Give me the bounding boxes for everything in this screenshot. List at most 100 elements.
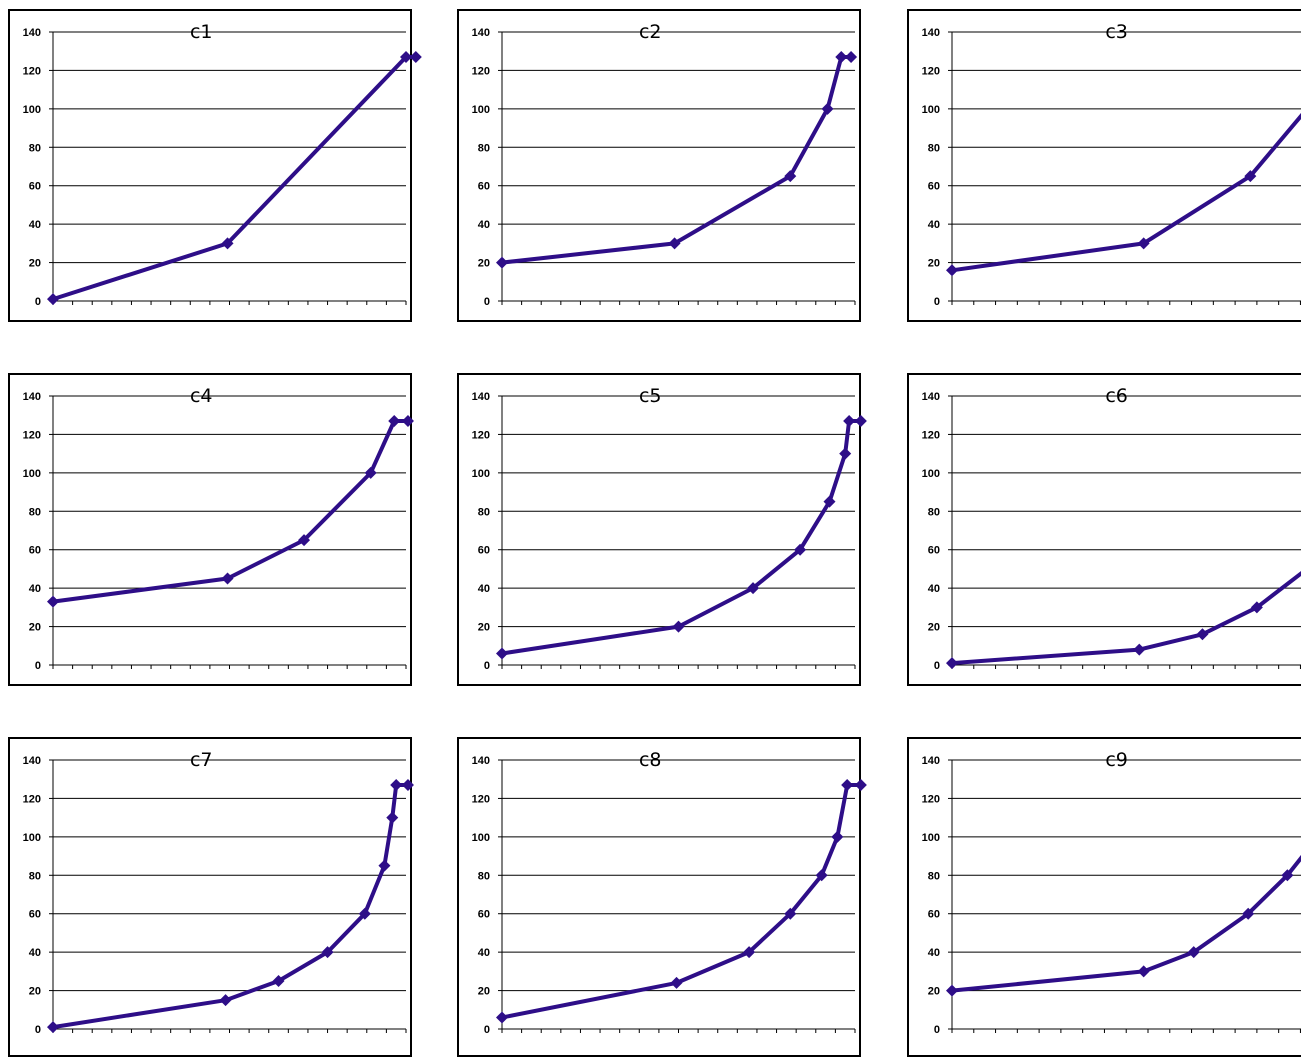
y-tick-label: 80	[928, 506, 940, 518]
data-point	[402, 779, 414, 791]
y-tick-label: 60	[29, 181, 41, 193]
y-tick-label: 60	[29, 545, 41, 557]
data-point	[388, 415, 400, 427]
y-tick-label: 20	[29, 986, 41, 998]
data-point	[410, 51, 422, 63]
chart-title: c2	[639, 21, 662, 43]
chart-title: c3	[1105, 21, 1128, 43]
data-point	[47, 293, 59, 305]
data-point	[946, 264, 958, 276]
data-point	[220, 994, 232, 1006]
chart-title: c8	[639, 749, 662, 771]
data-point	[671, 977, 683, 989]
data-point	[496, 647, 508, 659]
y-tick-label: 140	[23, 391, 41, 403]
y-tick-label: 140	[922, 27, 940, 39]
y-tick-label: 140	[23, 755, 41, 767]
y-tick-label: 0	[934, 1024, 940, 1036]
chart-title: c1	[190, 21, 213, 43]
y-tick-label: 120	[922, 65, 940, 77]
y-tick-label: 120	[472, 65, 490, 77]
y-tick-label: 100	[472, 832, 490, 844]
chart-title: c4	[190, 385, 213, 407]
series-line	[502, 57, 851, 263]
y-tick-label: 20	[478, 986, 490, 998]
y-tick-label: 80	[928, 870, 940, 882]
y-tick-label: 0	[35, 296, 41, 308]
y-tick-label: 0	[934, 660, 940, 672]
y-tick-label: 40	[478, 947, 490, 959]
y-tick-label: 60	[29, 909, 41, 921]
data-point	[47, 596, 59, 608]
y-tick-label: 120	[472, 429, 490, 441]
data-point	[841, 779, 853, 791]
y-tick-label: 40	[478, 583, 490, 595]
data-point	[496, 257, 508, 269]
y-tick-label: 100	[922, 468, 940, 480]
y-tick-label: 120	[23, 793, 41, 805]
series-line	[952, 57, 1301, 270]
y-tick-label: 20	[928, 258, 940, 270]
y-tick-label: 60	[928, 545, 940, 557]
y-tick-label: 80	[478, 506, 490, 518]
data-point	[496, 1011, 508, 1023]
y-tick-label: 120	[23, 65, 41, 77]
y-tick-label: 80	[29, 870, 41, 882]
y-tick-label: 0	[35, 1024, 41, 1036]
data-point	[378, 860, 390, 872]
data-point	[386, 812, 398, 824]
y-tick-label: 100	[472, 468, 490, 480]
y-tick-label: 140	[922, 391, 940, 403]
y-tick-label: 40	[29, 947, 41, 959]
chart-title: c5	[639, 385, 662, 407]
series-line	[502, 421, 861, 654]
y-tick-label: 80	[29, 506, 41, 518]
y-tick-label: 140	[472, 391, 490, 403]
data-point	[843, 415, 855, 427]
y-tick-label: 40	[928, 583, 940, 595]
y-tick-label: 140	[472, 755, 490, 767]
y-tick-label: 40	[928, 947, 940, 959]
y-tick-label: 140	[472, 27, 490, 39]
chart-title: c9	[1105, 749, 1128, 771]
chart-svg: 0 20 40 60 80 100 120 140	[10, 739, 414, 1059]
y-tick-label: 80	[29, 142, 41, 154]
y-tick-label: 20	[928, 622, 940, 634]
y-tick-label: 60	[478, 181, 490, 193]
y-tick-label: 20	[29, 622, 41, 634]
y-tick-label: 100	[922, 832, 940, 844]
y-tick-label: 20	[478, 258, 490, 270]
data-point	[946, 657, 958, 669]
data-point	[1133, 644, 1145, 656]
y-tick-label: 40	[29, 583, 41, 595]
data-point	[946, 985, 958, 997]
y-tick-label: 120	[23, 429, 41, 441]
y-tick-label: 0	[35, 660, 41, 672]
y-tick-label: 0	[934, 296, 940, 308]
y-tick-label: 40	[29, 219, 41, 231]
data-point	[47, 1021, 59, 1033]
data-point	[855, 779, 867, 791]
y-tick-label: 100	[23, 832, 41, 844]
y-tick-label: 100	[922, 104, 940, 116]
y-tick-label: 20	[928, 986, 940, 998]
chart-title: c6	[1105, 385, 1128, 407]
y-tick-label: 100	[23, 104, 41, 116]
data-point	[839, 448, 851, 460]
y-tick-label: 120	[922, 793, 940, 805]
y-tick-label: 60	[478, 545, 490, 557]
y-tick-label: 80	[478, 870, 490, 882]
y-tick-label: 40	[478, 219, 490, 231]
